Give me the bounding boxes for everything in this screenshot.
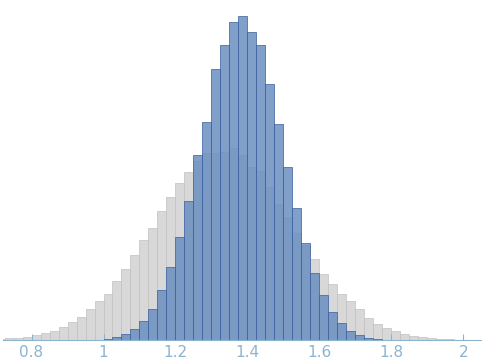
Bar	[328, 284, 337, 340]
Bar	[220, 152, 229, 340]
Bar	[257, 171, 265, 340]
Bar	[364, 318, 373, 340]
Bar	[229, 22, 239, 340]
Bar	[319, 295, 328, 340]
Bar	[23, 337, 31, 340]
Bar	[139, 321, 149, 340]
Bar	[283, 167, 292, 340]
Bar	[257, 45, 265, 340]
Bar	[274, 124, 283, 340]
Bar	[49, 331, 59, 340]
Bar	[104, 339, 112, 340]
Bar	[454, 339, 463, 340]
Bar	[373, 339, 382, 340]
Bar	[247, 167, 257, 340]
Bar	[157, 211, 166, 340]
Bar	[239, 155, 247, 340]
Bar	[247, 32, 257, 340]
Bar	[59, 327, 68, 340]
Bar	[337, 294, 347, 340]
Bar	[194, 155, 202, 340]
Bar	[355, 309, 364, 340]
Bar	[202, 122, 212, 340]
Bar	[212, 154, 220, 340]
Bar	[445, 339, 454, 340]
Bar	[391, 331, 400, 340]
Bar	[400, 334, 409, 340]
Bar	[202, 153, 212, 340]
Bar	[68, 322, 76, 340]
Bar	[184, 201, 194, 340]
Bar	[31, 335, 41, 340]
Bar	[436, 339, 445, 340]
Bar	[302, 245, 310, 340]
Bar	[149, 309, 157, 340]
Bar	[347, 301, 355, 340]
Bar	[310, 258, 319, 340]
Bar	[292, 233, 302, 340]
Bar	[229, 148, 239, 340]
Bar	[319, 274, 328, 340]
Bar	[76, 317, 86, 340]
Bar	[382, 328, 391, 340]
Bar	[104, 294, 112, 340]
Bar	[337, 323, 347, 340]
Bar	[131, 329, 139, 340]
Bar	[157, 290, 166, 340]
Bar	[139, 240, 149, 340]
Bar	[175, 183, 184, 340]
Bar	[347, 331, 355, 340]
Bar	[239, 16, 247, 340]
Bar	[427, 338, 436, 340]
Bar	[283, 217, 292, 340]
Bar	[86, 309, 94, 340]
Bar	[94, 301, 104, 340]
Bar	[166, 197, 175, 340]
Bar	[302, 243, 310, 340]
Bar	[364, 338, 373, 340]
Bar	[310, 273, 319, 340]
Bar	[14, 338, 23, 340]
Bar	[409, 336, 418, 340]
Bar	[41, 333, 49, 340]
Bar	[194, 160, 202, 340]
Bar	[121, 269, 131, 340]
Bar	[112, 337, 121, 340]
Bar	[328, 312, 337, 340]
Bar	[149, 228, 157, 340]
Bar	[131, 255, 139, 340]
Bar	[418, 337, 427, 340]
Bar	[292, 208, 302, 340]
Bar	[112, 281, 121, 340]
Bar	[265, 187, 274, 340]
Bar	[373, 323, 382, 340]
Bar	[4, 338, 14, 340]
Bar	[274, 204, 283, 340]
Bar	[220, 45, 229, 340]
Bar	[0, 339, 4, 340]
Bar	[265, 84, 274, 340]
Bar	[166, 266, 175, 340]
Bar	[212, 69, 220, 340]
Bar	[184, 172, 194, 340]
Bar	[175, 237, 184, 340]
Bar	[121, 334, 131, 340]
Bar	[355, 335, 364, 340]
